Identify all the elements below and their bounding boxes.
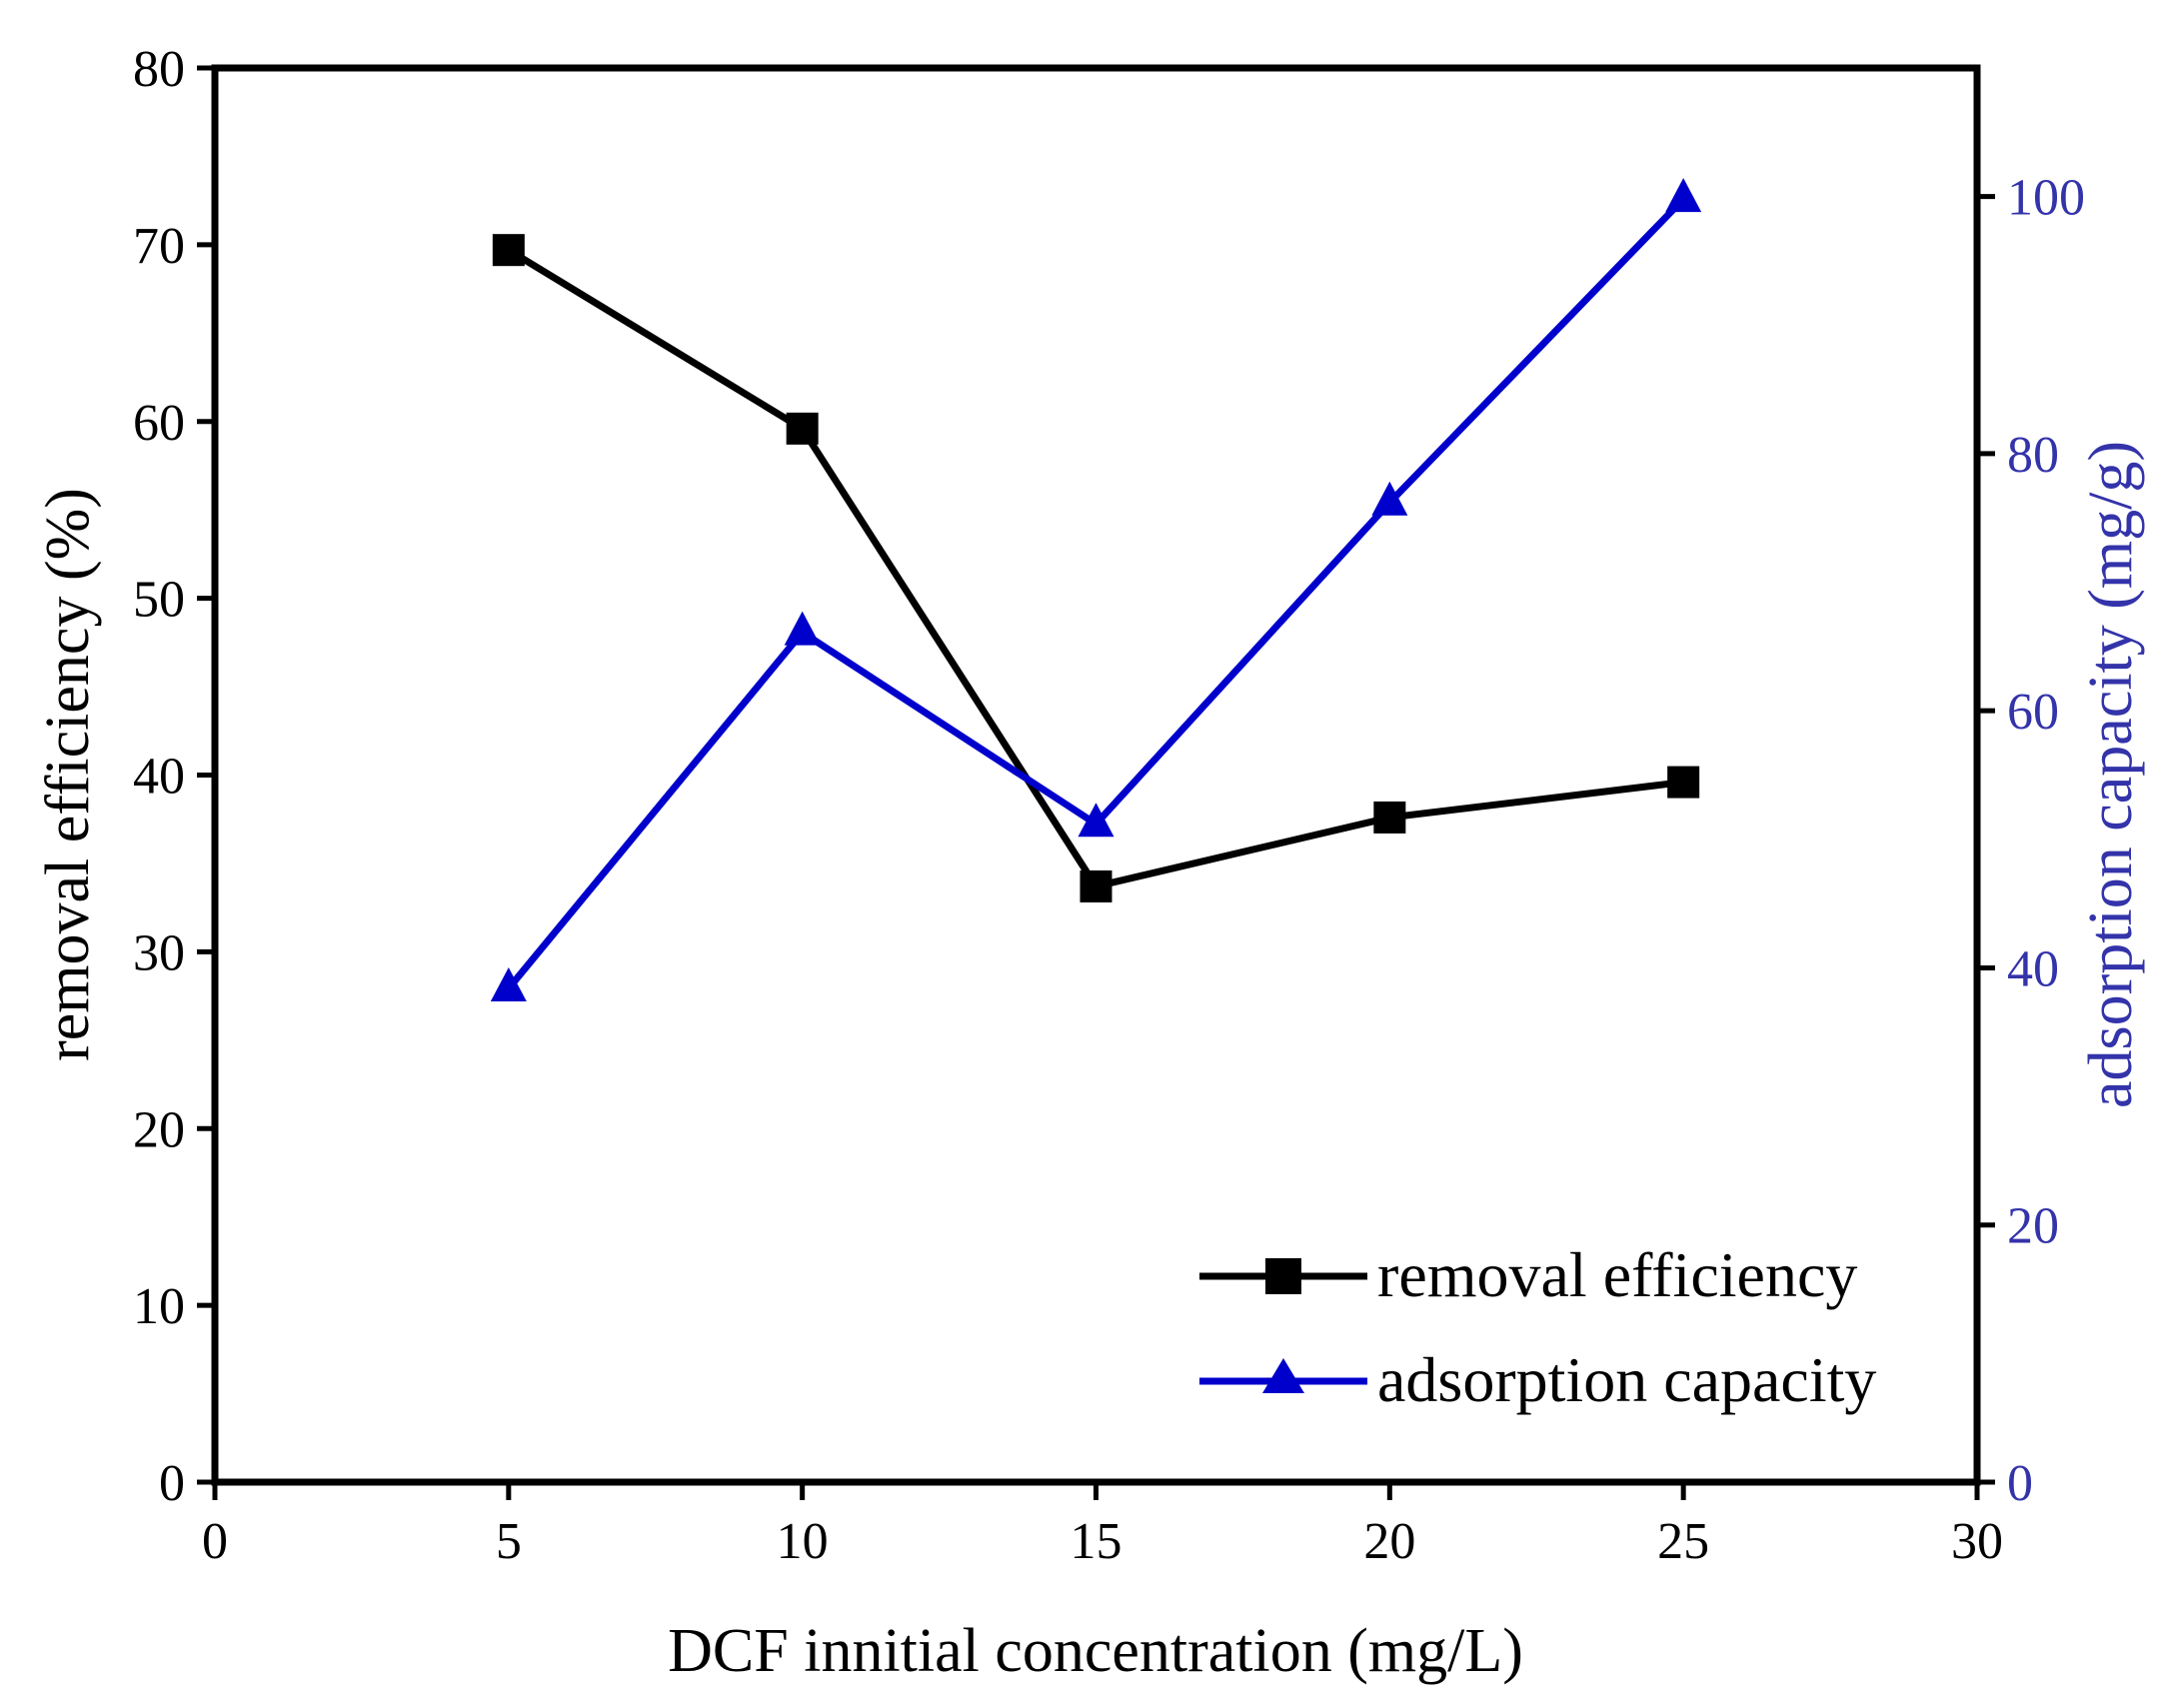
y-tick-label: 40: [133, 749, 185, 806]
series-line-removal-efficiency: [507, 247, 1684, 890]
data-point-adsorption-capacity: [1665, 178, 1702, 213]
series-line-adsorption-capacity: [506, 196, 1686, 991]
series-layer: [490, 178, 1702, 1001]
y-axis-ticks: 0 10 20 30 40 50 60 70 80: [133, 41, 215, 1512]
x-axis-title: DCF innitial concentration (mg/L): [668, 1617, 1523, 1685]
data-point-removal-efficiency: [786, 412, 819, 445]
data-point-adsorption-capacity: [784, 611, 821, 646]
legend: removal efficiency adsorption capacity: [1199, 1239, 1876, 1415]
data-point-adsorption-capacity: [1371, 481, 1408, 516]
y-tick-label: 0: [159, 1455, 185, 1512]
data-point-removal-efficiency: [1080, 869, 1112, 902]
data-point-removal-efficiency: [1373, 801, 1406, 834]
y2-tick-label: 0: [2007, 1455, 2033, 1512]
x-tick-label: 5: [496, 1513, 522, 1570]
y-tick-label: 50: [133, 572, 185, 629]
data-point-adsorption-capacity: [490, 966, 527, 1001]
x-tick-label: 15: [1071, 1513, 1122, 1570]
x-axis-ticks: 0 5 10 15 20 25 30: [202, 1482, 2003, 1570]
y2-tick-label: 40: [2007, 940, 2059, 997]
y-tick-label: 20: [133, 1101, 185, 1158]
y2-axis-title: adsorption capacity (mg/g): [2077, 441, 2145, 1108]
x-tick-label: 0: [202, 1513, 228, 1570]
data-point-adsorption-capacity: [1078, 803, 1114, 838]
y2-tick-label: 60: [2007, 684, 2059, 741]
legend-marker-adsorption-capacity: [1262, 1358, 1304, 1393]
legend-label-removal-efficiency: removal efficiency: [1377, 1239, 1857, 1310]
legend-label-adsorption-capacity: adsorption capacity: [1377, 1344, 1876, 1415]
y-axis-title: removal efficiency (%): [34, 488, 102, 1061]
y-tick-label: 60: [133, 395, 185, 452]
y2-tick-label: 20: [2007, 1198, 2059, 1255]
x-tick-label: 25: [1657, 1513, 1709, 1570]
data-point-removal-efficiency: [1667, 766, 1700, 799]
y2-tick-label: 100: [2007, 170, 2085, 227]
y2-axis-ticks: 0 20 40 60 80 100: [1977, 170, 2085, 1512]
x-tick-label: 30: [1951, 1513, 2003, 1570]
x-tick-label: 10: [777, 1513, 829, 1570]
y-tick-label: 70: [133, 218, 185, 275]
x-tick-label: 20: [1363, 1513, 1415, 1570]
data-point-removal-efficiency: [492, 234, 525, 267]
y2-tick-label: 80: [2007, 427, 2059, 484]
y-tick-label: 10: [133, 1278, 185, 1335]
y-tick-label: 80: [133, 41, 185, 98]
legend-marker-removal-efficiency: [1265, 1258, 1301, 1294]
y-tick-label: 30: [133, 924, 185, 981]
